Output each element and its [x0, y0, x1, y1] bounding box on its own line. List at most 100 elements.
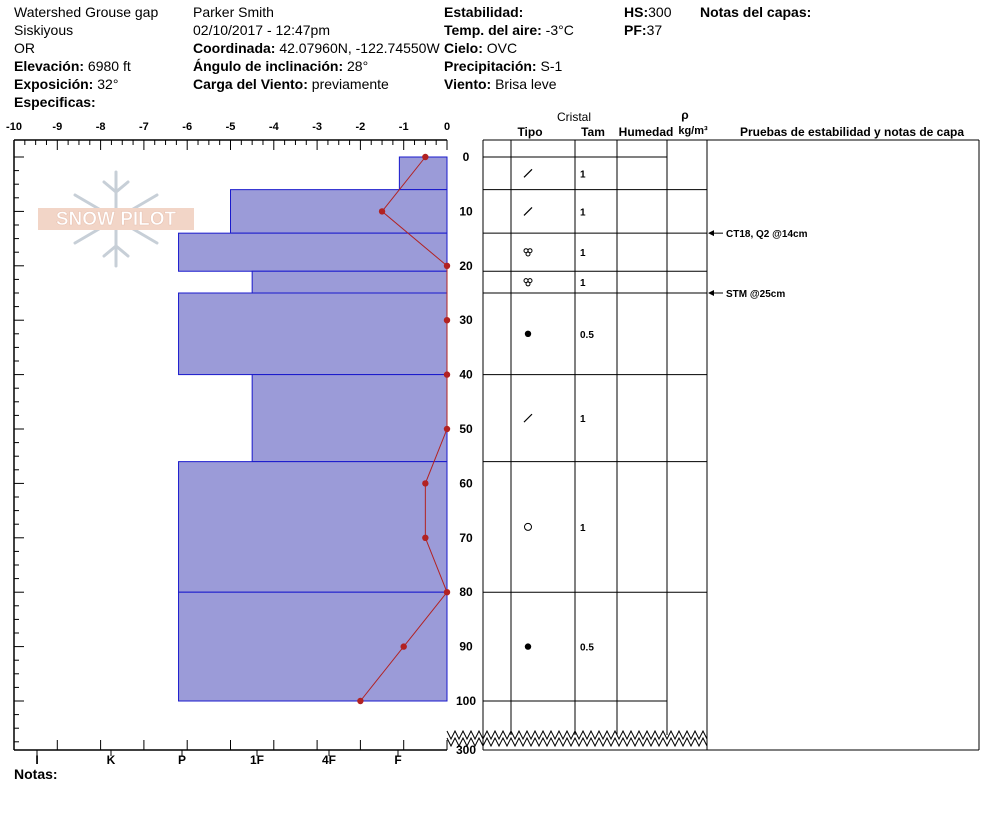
- aspect-value: 32°: [97, 76, 119, 92]
- hardness-bar: [251, 270, 448, 294]
- elevation-value: 6980 ft: [87, 58, 131, 74]
- crystal-size-value: 1: [580, 523, 586, 534]
- temp-axis-label: -7: [139, 121, 149, 133]
- coordinate-label: Coordinada:: [193, 40, 276, 56]
- temperature-point: [443, 317, 451, 324]
- specifics-label: Especificas:: [14, 94, 96, 110]
- aspect-row: Exposición: 32°: [14, 76, 118, 92]
- stability-tests-header: Pruebas de estabilidad y notas de capa: [740, 125, 964, 139]
- hardness-bar: [230, 189, 448, 234]
- density-unit: kg/m³: [678, 125, 708, 137]
- hardness-axis-label: F: [394, 753, 401, 767]
- crystal-size-value: 0.5: [580, 643, 594, 654]
- temperature-point: [422, 480, 429, 487]
- sky-row: Cielo: OVC: [444, 40, 517, 56]
- precip-label: Precipitación:: [444, 58, 537, 74]
- density-symbol: ρ: [681, 108, 688, 122]
- temperature-point: [400, 643, 407, 650]
- sky-value: OVC: [486, 40, 518, 56]
- temperature-point: [443, 371, 451, 378]
- pf-label: PF:: [624, 22, 647, 38]
- crystal-type-slash-icon: [523, 168, 533, 178]
- wind-label: Viento:: [444, 76, 492, 92]
- slope-value: 28°: [347, 58, 369, 74]
- temp-axis-label: -4: [269, 121, 280, 133]
- hardness-axis-label: I: [35, 753, 38, 767]
- trefoil-lobe: [525, 251, 531, 257]
- depth-axis-label: 80: [459, 585, 473, 599]
- windload-label: Carga del Viento:: [193, 76, 308, 92]
- hs-value: 300: [648, 4, 672, 20]
- temp-axis-label: -8: [96, 121, 106, 133]
- state-name: OR: [14, 40, 35, 56]
- temperature-point: [378, 208, 386, 215]
- elevation-row: Elevación: 6980 ft: [14, 58, 131, 74]
- crystal-size-value: 0.5: [580, 330, 594, 341]
- size-header: Tam: [581, 125, 605, 139]
- note-arrow-head: [708, 290, 714, 296]
- layer-table: [482, 139, 980, 751]
- temp-axis-label: -9: [52, 121, 62, 133]
- hardness-bar: [398, 156, 448, 191]
- slope-row: Ángulo de inclinación: 28°: [193, 58, 368, 74]
- crystal-size-value: 1: [580, 169, 586, 180]
- temperature-point: [422, 153, 429, 161]
- crystal-type-trefoil-icon: [523, 248, 533, 257]
- hardness-axis-label: 1F: [250, 753, 264, 767]
- windload-value: previamente: [311, 76, 389, 92]
- temp-axis-label: 0: [444, 121, 450, 133]
- depth-axis-label: 60: [459, 476, 473, 490]
- pf-value: 37: [646, 22, 663, 38]
- observer-name: Parker Smith: [193, 4, 274, 20]
- crystal-type-circle-icon: [524, 522, 532, 531]
- depth-axis-label: 10: [459, 204, 473, 218]
- location-name: Watershed Grouse gap: [14, 4, 159, 20]
- moisture-header: Humedad: [619, 125, 674, 139]
- depth-axis-label: 0: [463, 150, 470, 164]
- stability-note-text: STM @25cm: [726, 289, 785, 300]
- airtemp-row: Temp. del aire: -3°C: [444, 22, 574, 38]
- coordinate-value: 42.07960N, -122.74550W: [279, 40, 440, 56]
- hardness-bar: [178, 292, 448, 376]
- depth-axis-label: 90: [459, 640, 473, 654]
- region-name: Siskiyous: [14, 22, 74, 38]
- precip-value: S-1: [540, 58, 563, 74]
- temp-axis-label: -6: [182, 121, 192, 133]
- crystal-header: Cristal: [557, 110, 591, 124]
- observation-datetime: 02/10/2017 - 12:47pm: [193, 22, 330, 38]
- layer-notes-label: Notas del capas:: [700, 4, 812, 20]
- hardness-axis-label: 4F: [322, 753, 336, 767]
- temperature-point: [422, 534, 429, 541]
- depth-axis-label: 70: [459, 531, 473, 545]
- depth-axis-label: 40: [459, 368, 473, 382]
- hardness-axis-label: P: [178, 753, 186, 767]
- note-arrow-head: [708, 230, 714, 237]
- precip-row: Precipitación: S-1: [444, 58, 562, 74]
- airtemp-value: -3°C: [545, 22, 574, 38]
- wind-value: Brisa leve: [495, 76, 557, 92]
- depth-break-zigzag: [446, 729, 708, 748]
- crystal-size-value: 1: [580, 248, 586, 259]
- temp-axis-label: -5: [226, 121, 236, 133]
- hardness-bar: [178, 232, 448, 272]
- stability-note-text: CT18, Q2 @14cm: [726, 229, 808, 240]
- depth-axis-label: 50: [459, 422, 473, 436]
- crystal-type-slash-icon: [523, 206, 533, 216]
- temperature-point: [443, 589, 451, 596]
- temp-axis-label: -10: [6, 121, 22, 133]
- depth-axis-label: 100: [456, 694, 476, 708]
- windload-row: Carga del Viento: previamente: [193, 76, 389, 92]
- wind-row: Viento: Brisa leve: [444, 76, 557, 92]
- temp-axis-label: -3: [312, 121, 322, 133]
- temperature-point: [443, 262, 451, 269]
- elevation-label: Elevación:: [14, 58, 85, 74]
- coordinate-row: Coordinada: 42.07960N, -122.74550W: [193, 40, 440, 56]
- type-header: Tipo: [517, 125, 542, 139]
- temperature-point: [443, 425, 451, 433]
- slope-label: Ángulo de inclinación:: [193, 58, 344, 74]
- airtemp-label: Temp. del aire:: [444, 22, 542, 38]
- aspect-label: Exposición:: [14, 76, 94, 92]
- crystal-size-value: 1: [580, 278, 586, 289]
- trefoil-lobe: [525, 281, 531, 287]
